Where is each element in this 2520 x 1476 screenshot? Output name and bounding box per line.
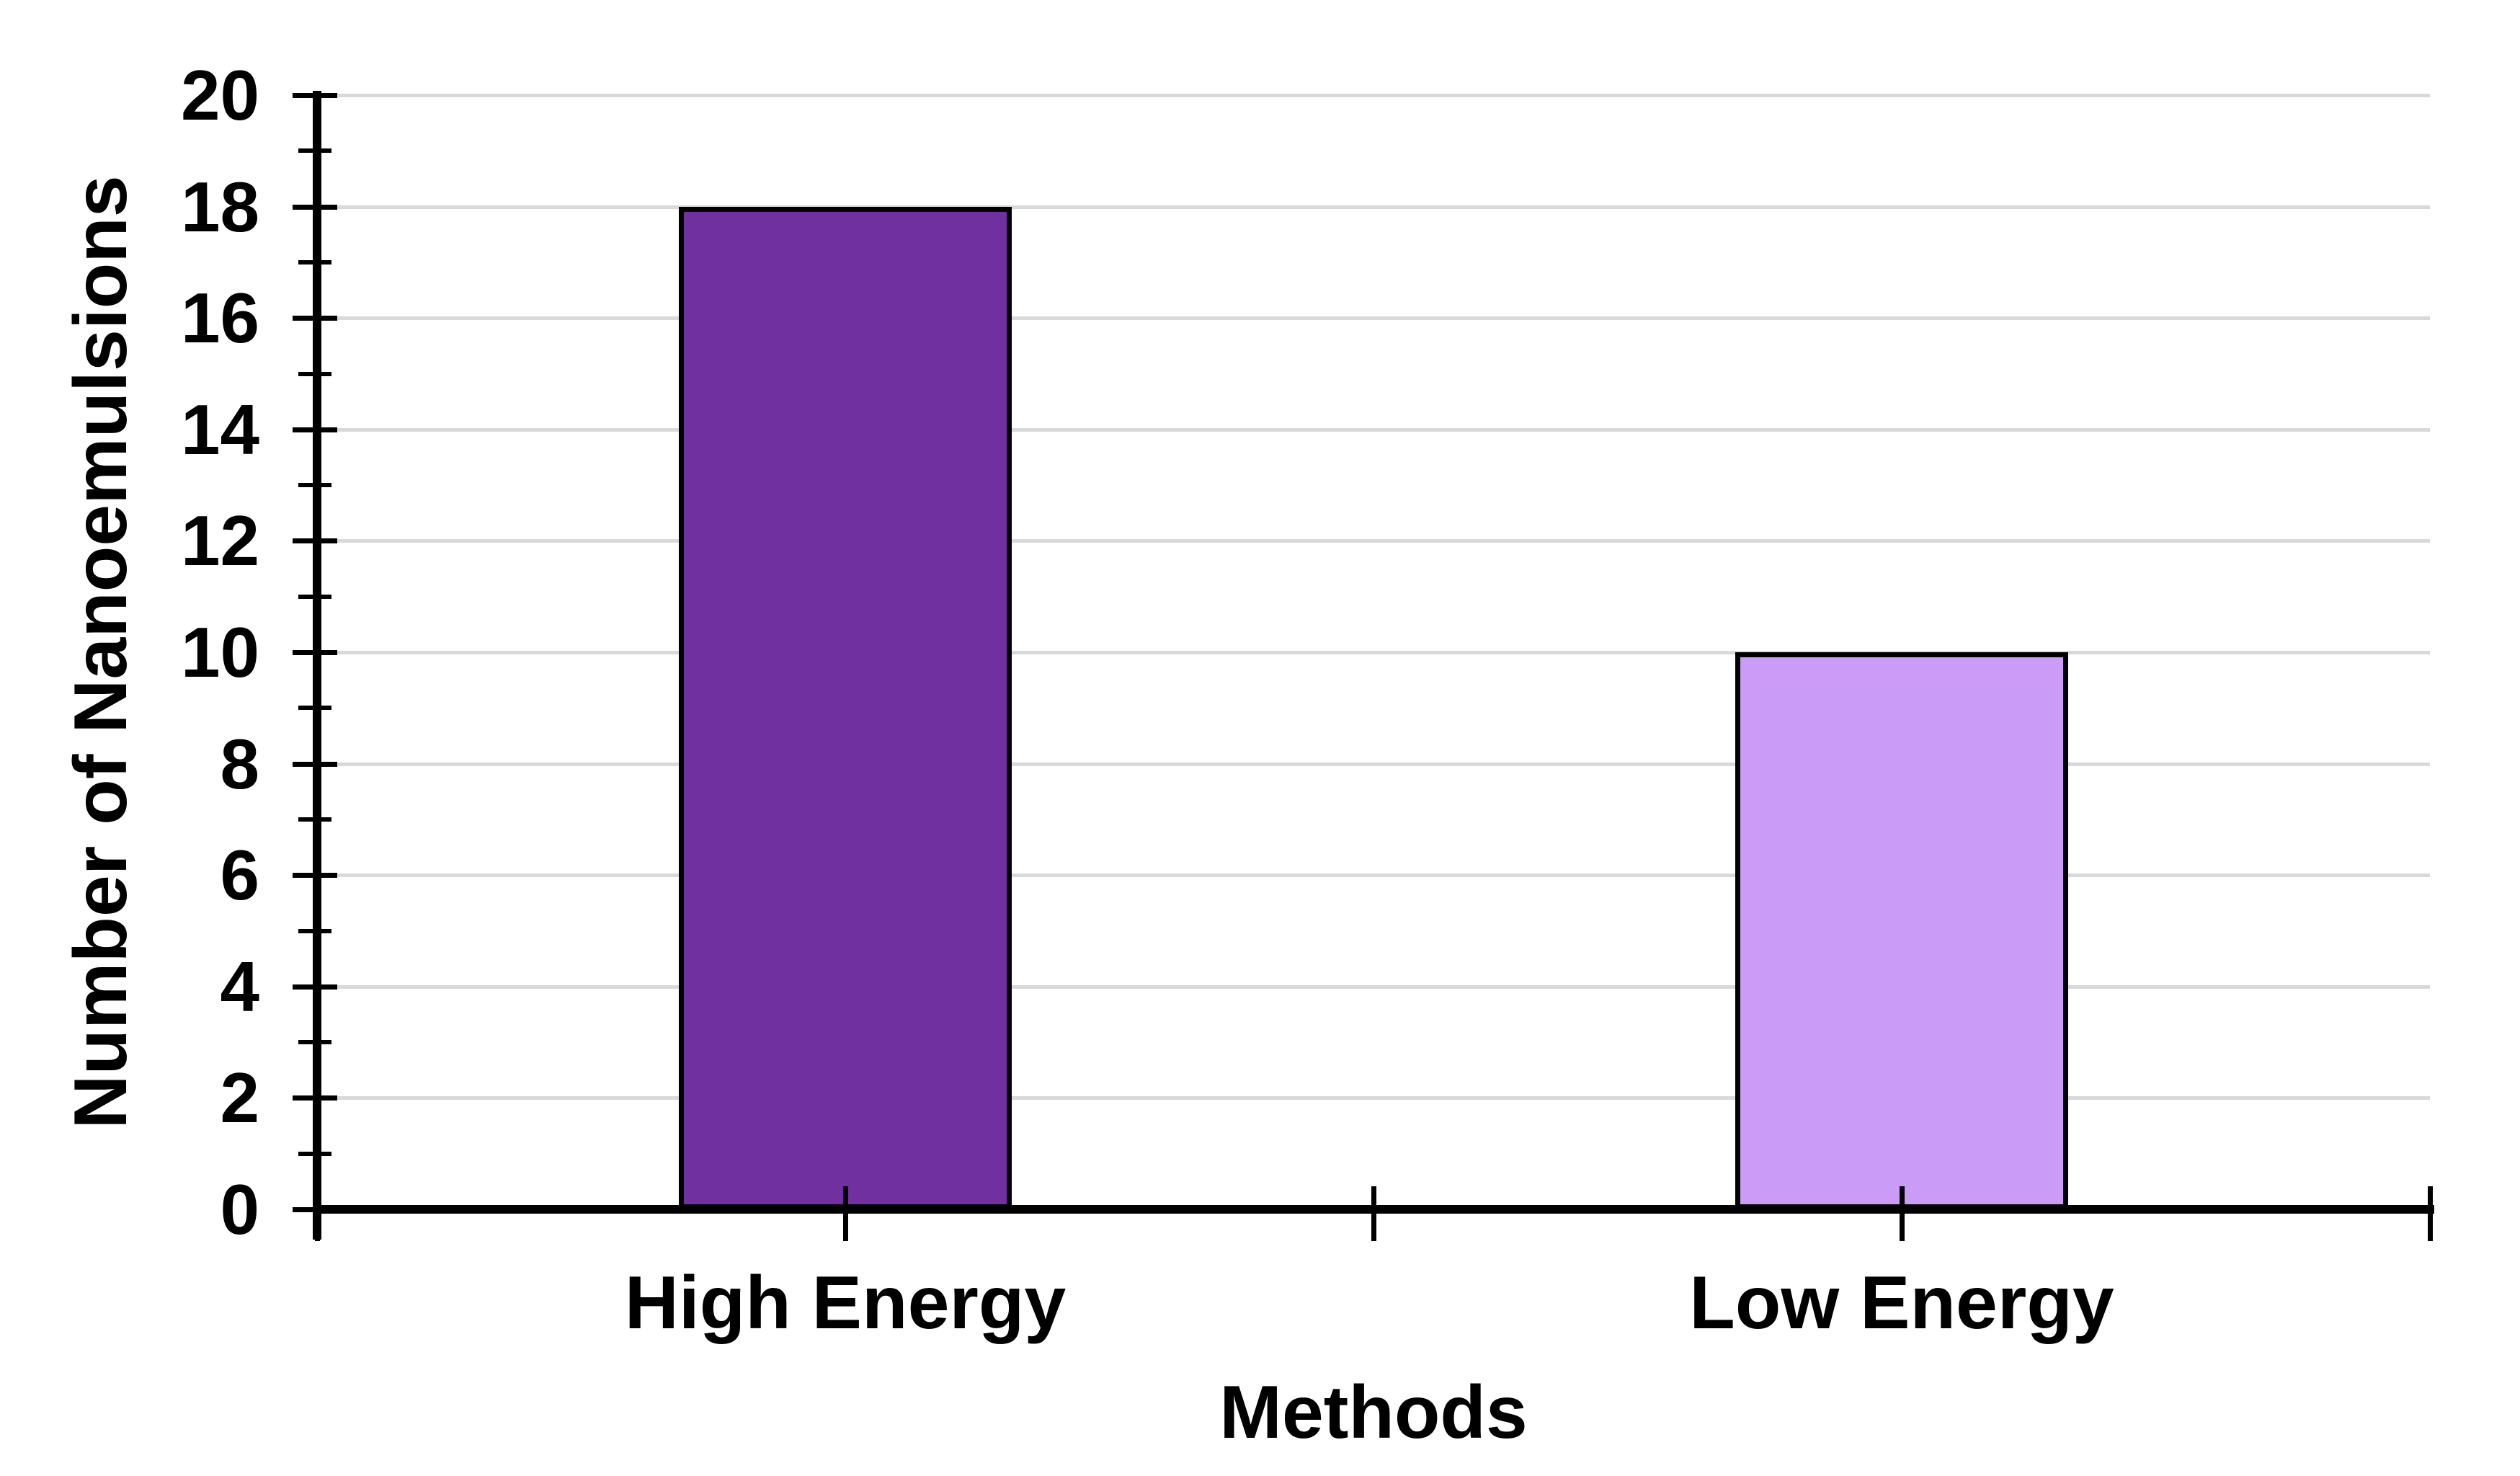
- bar-low-energy: [1735, 652, 2068, 1209]
- category-label: High Energy: [624, 1261, 1067, 1345]
- y-gridline: [337, 762, 2430, 766]
- x-boundary-tick: [315, 1186, 320, 1241]
- y-major-tick: [293, 538, 337, 544]
- y-tick-label: 10: [180, 613, 259, 692]
- y-minor-tick: [298, 1151, 331, 1156]
- y-major-tick: [293, 984, 337, 990]
- y-gridline: [337, 94, 2430, 97]
- y-tick-label: 14: [180, 389, 259, 469]
- x-axis-title: Methods: [1219, 1371, 1528, 1454]
- y-minor-tick: [298, 371, 331, 376]
- y-gridline: [337, 1096, 2430, 1101]
- y-minor-tick: [298, 148, 331, 154]
- y-gridline: [337, 427, 2430, 432]
- x-boundary-tick: [2428, 1186, 2433, 1241]
- y-axis-title: Number of Nanoemulsions: [59, 175, 143, 1129]
- y-tick-label: 16: [180, 278, 259, 358]
- y-minor-tick: [298, 928, 331, 933]
- y-tick-label: 12: [180, 501, 259, 581]
- y-major-tick: [293, 650, 337, 655]
- y-minor-tick: [298, 706, 331, 711]
- y-axis-line: [313, 91, 321, 1240]
- y-gridline: [337, 539, 2430, 543]
- y-gridline: [337, 984, 2430, 989]
- y-gridline: [337, 873, 2430, 878]
- x-center-tick: [1900, 1186, 1905, 1241]
- y-minor-tick: [298, 483, 331, 488]
- y-tick-label: 6: [220, 835, 259, 915]
- y-gridline: [337, 316, 2430, 321]
- y-major-tick: [293, 1095, 337, 1101]
- category-label: Low Energy: [1689, 1261, 2114, 1345]
- y-tick-label: 8: [220, 724, 259, 804]
- y-minor-tick: [298, 1040, 331, 1045]
- y-major-tick: [293, 204, 337, 210]
- y-gridline: [337, 651, 2430, 654]
- y-tick-label: 0: [220, 1170, 259, 1249]
- y-minor-tick: [298, 817, 331, 822]
- x-center-tick: [843, 1186, 848, 1241]
- y-major-tick: [293, 427, 337, 432]
- y-tick-label: 20: [180, 55, 259, 135]
- x-boundary-tick: [1371, 1186, 1376, 1241]
- y-major-tick: [293, 93, 337, 98]
- bar-high-energy: [679, 206, 1012, 1209]
- y-major-tick: [293, 761, 337, 767]
- y-major-tick: [293, 316, 337, 321]
- y-tick-label: 18: [180, 166, 259, 246]
- y-gridline: [337, 205, 2430, 209]
- y-tick-label: 2: [220, 1058, 259, 1138]
- y-minor-tick: [298, 594, 331, 599]
- y-tick-label: 4: [220, 946, 259, 1026]
- y-major-tick: [293, 873, 337, 879]
- y-minor-tick: [298, 259, 331, 264]
